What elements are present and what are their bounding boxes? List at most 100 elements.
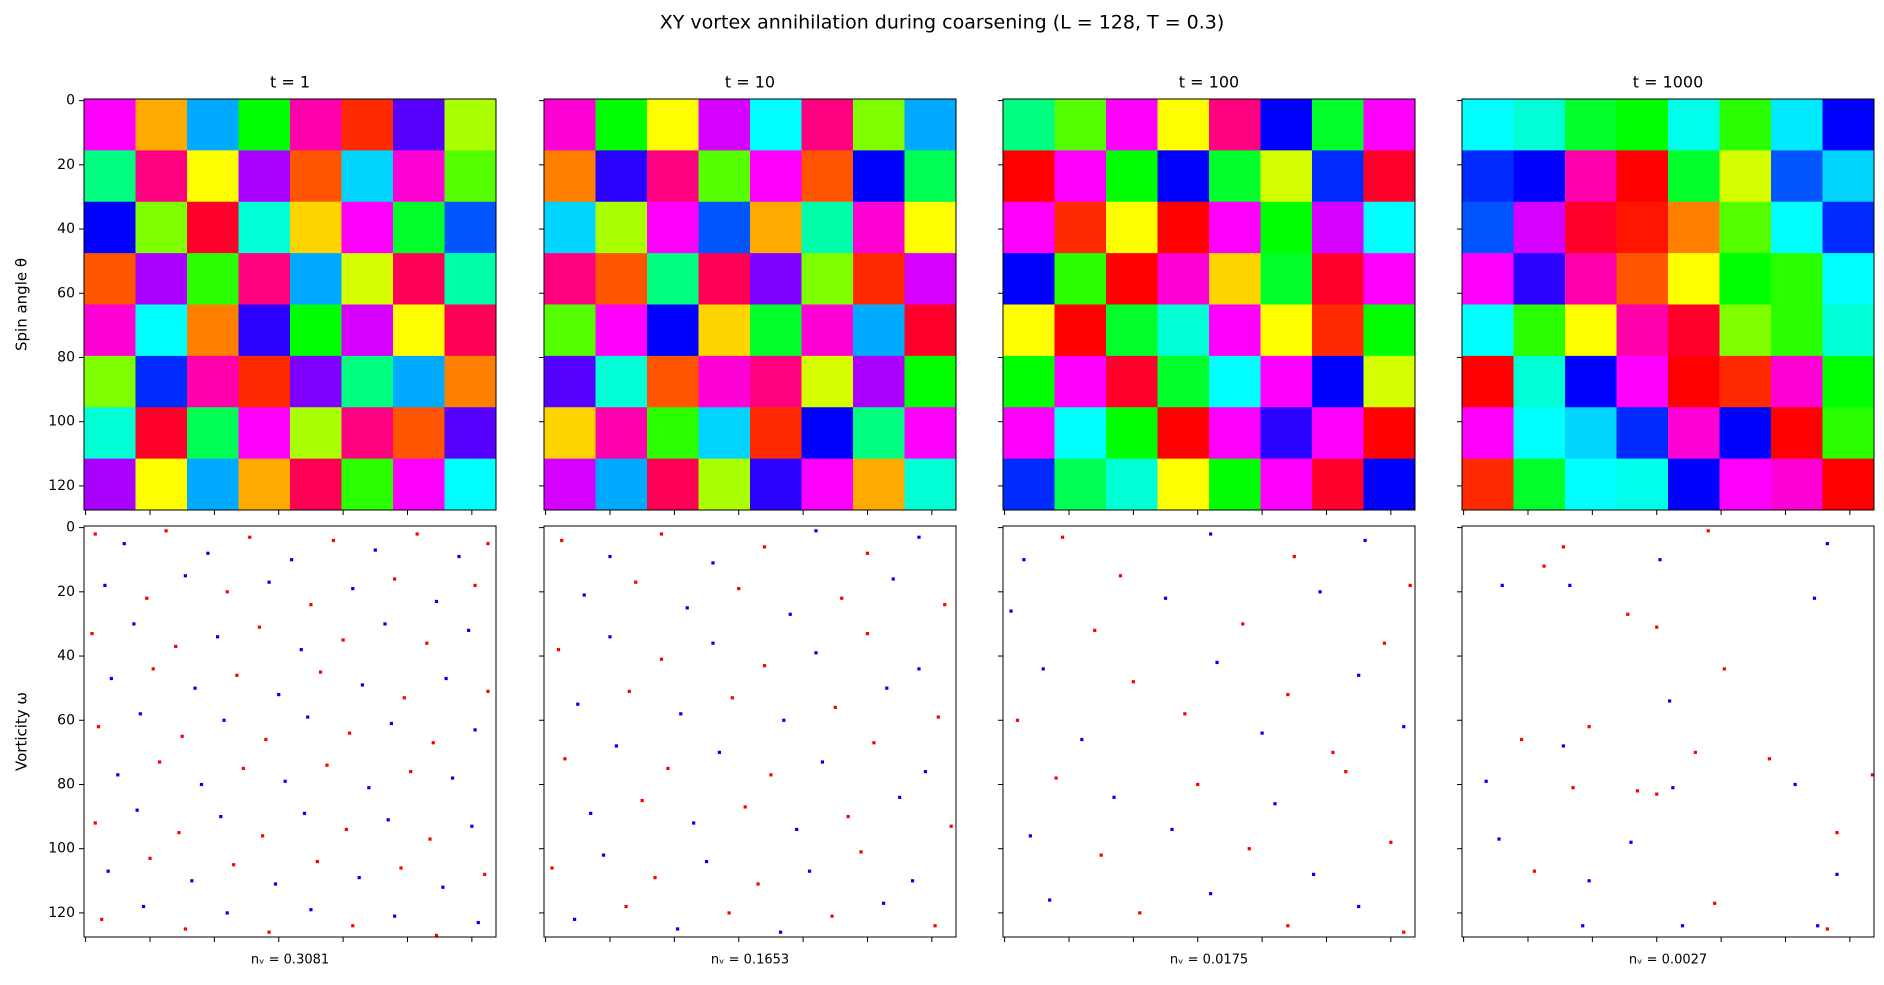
heatmap-cell [1157,458,1210,511]
heatmap-cell [238,99,291,151]
heatmap-cell [1260,150,1313,203]
heatmap-cell [1209,458,1261,511]
heatmap-cell [1003,99,1055,151]
heatmap-cell [1719,253,1772,305]
heatmap-cell [290,201,342,254]
heatmap-cell [1513,458,1566,511]
heatmap-cell [1668,99,1720,151]
heatmap-cell [801,99,854,151]
heatmap-cell [1616,150,1669,203]
heatmap-cell [853,253,905,305]
heatmap-cell [238,355,291,408]
heatmap-cell [595,253,648,305]
vortex [1870,773,1874,777]
vortex [560,538,564,543]
heatmap-cell [544,150,596,203]
heatmap-cell [1363,99,1416,151]
heatmap-cell [187,355,239,408]
heatmap-cell [1157,150,1210,203]
vortex [267,580,271,584]
vortex [248,535,252,539]
y-tick-label: 20 [57,157,75,173]
vortex [306,715,310,719]
heatmap-cell [1209,99,1261,151]
vortex [373,548,377,552]
vortex [1041,667,1045,671]
heatmap-cell [341,304,394,357]
heatmap-cell [1260,99,1313,151]
heatmap-cell [904,458,957,511]
heatmap-cell [1462,407,1514,460]
vortex [148,856,152,860]
heatmap-cell [544,99,596,151]
vortex [1722,667,1726,671]
heatmap-cell [393,253,445,305]
heatmap-cell [853,99,905,151]
vortex [470,824,474,828]
heatmap-cell [1157,304,1210,357]
vortex [106,869,110,873]
vortex [778,930,783,934]
vortex [917,667,921,671]
heatmap-cell [1312,458,1364,511]
vortex [627,689,631,693]
vortex [431,741,435,745]
heatmap-cell [1003,150,1055,203]
panel-background [544,526,956,937]
vortex [1099,853,1103,857]
vortex [1318,590,1322,594]
heatmap-cell [393,355,445,408]
vortex [199,782,204,787]
vortex [222,718,226,722]
panel-xlabel: nᵥ = 0.1653 [711,953,789,968]
vortex [1519,737,1524,742]
heatmap-cell [1822,150,1875,203]
vortex [174,644,178,649]
heatmap-cell [1312,201,1364,254]
vortex [1713,901,1717,905]
heatmap-cell [1054,407,1107,460]
heatmap-cell [1719,304,1772,357]
heatmap-cell [444,304,497,357]
vortex [267,930,271,934]
panel-frame [543,98,957,511]
heatmap-cell [135,407,188,460]
heatmap-cell [1209,253,1261,305]
vortex [1112,795,1116,799]
vortex [814,651,818,655]
vortex [386,818,390,822]
heatmap-cell [801,355,854,408]
heatmap-cell [1822,355,1875,408]
panel-background [84,526,496,937]
heatmap-cell [1157,355,1210,408]
heatmap-cell [84,458,136,511]
y-tick-label: 100 [48,414,75,430]
vortex [122,542,126,546]
vortex [762,545,767,549]
heatmap-cell [1668,150,1720,203]
vortex [1241,622,1245,626]
vortex [219,814,223,819]
vortex [1581,924,1585,928]
heatmap-cell [393,150,445,203]
heatmap-cell [904,150,957,203]
heatmap-cell [1668,407,1720,460]
vortex [341,638,345,642]
heatmap-cell [647,355,699,408]
vortex [428,837,432,841]
panel-frame [83,98,497,511]
heatmap-cell [1668,304,1720,357]
heatmap-cell [698,253,751,305]
vortex [1655,625,1659,629]
heatmap-cell [1363,304,1416,357]
vortex [1131,680,1135,684]
y-tick-label: 100 [48,841,75,857]
heatmap-cell [647,201,699,254]
vortex [141,904,146,909]
panel-title: t = 1 [270,73,310,92]
vortex [762,664,767,668]
vortex [1080,737,1084,742]
heatmap-cell [647,150,699,203]
vortex [1655,792,1659,796]
panel-background [1462,526,1874,937]
